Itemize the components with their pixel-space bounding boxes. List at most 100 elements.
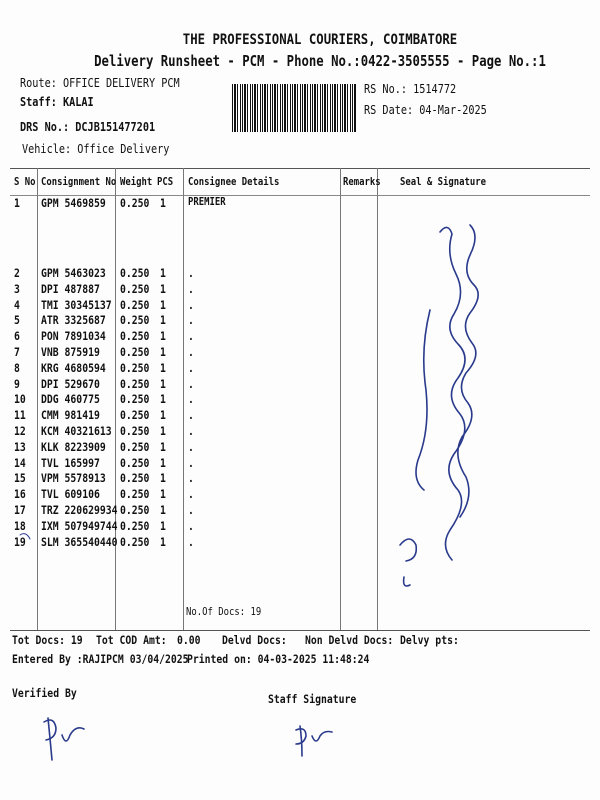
consignee-details: .: [188, 281, 194, 296]
col-pcs: PCS: [157, 176, 174, 188]
pcs: 1: [160, 196, 166, 210]
consignment-no: GPM 5463023: [41, 266, 106, 280]
weight: 0.250: [120, 518, 150, 533]
consignment-no: TMI 30345137: [41, 297, 112, 312]
consignment-no: TRZ 220629934: [41, 503, 118, 517]
weight: 0.250: [120, 392, 150, 407]
s-no: 13: [14, 439, 26, 454]
company-name: THE PROFESSIONAL COURIERS, COIMBATORE: [182, 32, 458, 48]
pcs: 1: [160, 471, 166, 486]
consignee-details: .: [188, 392, 194, 407]
consignee-details: .: [188, 503, 194, 517]
pcs: 1: [160, 455, 166, 470]
weight: 0.250: [120, 455, 150, 470]
weight: 0.250: [120, 313, 150, 328]
col-sno: S No: [14, 176, 36, 188]
s-no: 10: [14, 392, 26, 407]
weight: 0.250: [120, 471, 150, 486]
weight: 0.250: [120, 424, 150, 438]
consignee-details: .: [188, 534, 194, 549]
weight: 0.250: [120, 376, 150, 391]
entered-by: Entered By :RAJIPCM 03/04/2025: [12, 652, 189, 666]
s-no: 16: [14, 487, 26, 502]
pcs: 1: [160, 392, 166, 407]
consignment-no: KCM 40321613: [41, 424, 112, 438]
staff-initials: [295, 725, 333, 757]
consignee-details: .: [188, 455, 194, 470]
consignee-details: .: [188, 518, 194, 533]
pcs: 1: [160, 297, 166, 312]
weight: 0.250: [120, 266, 150, 280]
pcs: 1: [160, 266, 166, 280]
tot-cod-value: 0.00: [177, 633, 201, 647]
consignment-no: KRG 4680594: [41, 360, 106, 375]
pcs: 1: [160, 518, 166, 533]
pcs: 1: [160, 439, 166, 454]
pcs: 1: [160, 424, 166, 438]
consignee-details: .: [188, 487, 194, 502]
weight: 0.250: [120, 360, 150, 375]
pcs: 1: [160, 345, 166, 359]
verified-initials: [43, 717, 85, 761]
pcs: 1: [160, 329, 166, 344]
barcode: [232, 84, 356, 132]
route: Route: OFFICE DELIVERY PCM: [20, 76, 180, 90]
weight: 0.250: [120, 297, 150, 312]
tot-cod-label: Tot COD Amt:: [96, 633, 167, 647]
weight: 0.250: [120, 345, 150, 359]
pcs: 1: [160, 487, 166, 502]
s-no: 14: [14, 455, 26, 470]
consignee-details: .: [188, 360, 194, 375]
consignee-details: .: [188, 345, 194, 359]
weight: 0.250: [120, 439, 150, 454]
s-no: 17: [14, 503, 26, 517]
pcs: 1: [160, 313, 166, 328]
weight: 0.250: [120, 503, 150, 517]
consignment-no: CMM 981419: [41, 408, 100, 423]
tot-docs: Tot Docs: 19: [12, 633, 83, 647]
pcs: 1: [160, 534, 166, 549]
pcs: 1: [160, 360, 166, 375]
weight: 0.250: [120, 329, 150, 344]
consignment-no: VNB 875919: [41, 345, 100, 359]
rs-date: RS Date: 04-Mar-2025: [364, 103, 487, 117]
s-no: 18: [14, 518, 26, 533]
col-weight: Weight: [120, 176, 153, 188]
s-no: 4: [14, 297, 20, 312]
consignment-no: VPM 5578913: [41, 471, 106, 486]
consignment-no: GPM 5469859: [41, 196, 106, 210]
col-consignee: Consignee Details: [188, 176, 280, 188]
consignment-no: DDG 460775: [41, 392, 100, 407]
s-no: 6: [14, 329, 20, 344]
delvy-pts: Delvy pts:: [400, 633, 459, 647]
col-seal-signature: Seal & Signature: [400, 176, 486, 188]
consignee-details: .: [188, 408, 194, 423]
runsheet-subtitle: Delivery Runsheet - PCM - Phone No.:0422…: [94, 52, 546, 70]
printed-on: Printed on: 04-03-2025 11:48:24: [187, 652, 370, 666]
consignment-no: DPI 529670: [41, 376, 100, 391]
weight: 0.250: [120, 408, 150, 423]
consignee-details: .: [188, 297, 194, 312]
s-no: 7: [14, 345, 20, 359]
s-no: 11: [14, 408, 26, 423]
vehicle: Vehicle: Office Delivery: [22, 142, 170, 156]
consignment-no: TVL 165997: [41, 455, 100, 470]
consignment-no: DPI 487887: [41, 281, 100, 296]
weight: 0.250: [120, 281, 150, 296]
s-no: 1: [14, 196, 20, 210]
consignment-no: ATR 3325687: [41, 313, 106, 328]
s-no: 19: [14, 534, 26, 549]
col-remarks: Remarks: [343, 176, 381, 188]
pcs: 1: [160, 376, 166, 391]
receiver-signature: [439, 226, 466, 561]
staff-signature-label: Staff Signature: [268, 692, 357, 706]
consignee-details: .: [188, 471, 194, 486]
non-delvd-docs: Non Delvd Docs:: [305, 633, 394, 647]
s-no: 5: [14, 313, 20, 328]
consignment-no: IXM 507949744: [41, 518, 118, 533]
col-consignment: Consignment No: [41, 176, 117, 188]
delvd-docs: Delvd Docs:: [222, 633, 287, 647]
consignment-no: KLK 8223909: [41, 439, 106, 454]
